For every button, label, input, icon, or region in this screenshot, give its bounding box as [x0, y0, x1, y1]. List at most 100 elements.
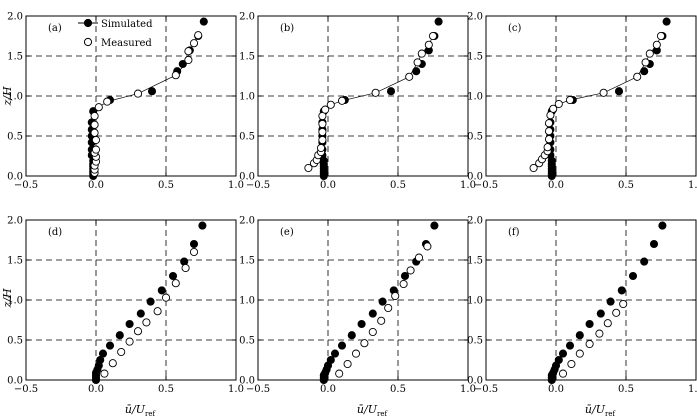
- x-tick-label: 0.0: [320, 384, 336, 395]
- measured-point: [153, 307, 162, 316]
- y-tick-label: 0.0: [239, 376, 255, 387]
- measured-point: [414, 253, 424, 262]
- measured-point: [90, 128, 99, 137]
- x-tick-label: −0.5: [474, 180, 498, 191]
- simulated-point: [378, 297, 387, 306]
- measured-point: [377, 316, 386, 325]
- simulated-point: [347, 331, 356, 340]
- simulated-point: [326, 355, 335, 365]
- simulated-point: [606, 297, 615, 306]
- measured-point: [90, 111, 99, 121]
- legend-simulated-marker: [83, 18, 93, 28]
- measured-point: [612, 308, 621, 317]
- measured-point: [652, 40, 661, 49]
- simulated-point: [558, 349, 568, 358]
- panel-label: (f): [508, 227, 520, 238]
- simulated-point: [617, 286, 626, 295]
- x-tick-label: 0.0: [320, 180, 336, 191]
- simulated-point: [125, 319, 134, 329]
- measured-point: [656, 31, 666, 41]
- y-tick-label: 1.0: [467, 296, 483, 307]
- measured-point: [316, 143, 326, 153]
- panel-e: −0.5 0.0 0.5 1.00.00.51.01.52.0(e): [239, 216, 476, 396]
- x-tick-label: 0.5: [618, 384, 634, 395]
- measured-point: [171, 71, 180, 80]
- x-axis-title-e-main: ū/U: [357, 403, 378, 416]
- measured-point: [424, 40, 433, 49]
- y-tick-label: 1.5: [467, 256, 483, 267]
- y-axis-title-bottom: z/H: [1, 288, 14, 309]
- x-tick-label: 1.0: [460, 180, 476, 191]
- measured-point: [91, 135, 101, 145]
- x-tick-label: 0.5: [390, 384, 406, 395]
- simulated-point: [386, 87, 396, 96]
- x-axis-title-f-sub: ref: [605, 410, 616, 418]
- measured-point: [544, 119, 554, 128]
- x-tick-label: 0.5: [158, 180, 174, 191]
- x-axis-title-d-main: ū/U: [125, 403, 146, 416]
- simulated-point: [199, 17, 208, 26]
- measured-point: [108, 359, 117, 368]
- measured-point: [544, 127, 554, 136]
- x-tick-label: 0.5: [158, 384, 174, 395]
- measured-point: [304, 163, 313, 173]
- x-tick-label: 1.0: [228, 180, 244, 191]
- y-tick-label: 0.5: [7, 336, 23, 347]
- y-tick-label: 0.5: [239, 132, 255, 143]
- x-tick-label: −0.5: [14, 180, 38, 191]
- simulated-point: [357, 319, 366, 329]
- measured-point: [161, 293, 171, 302]
- simulated-point: [658, 221, 667, 230]
- simulated-point: [649, 239, 659, 249]
- x-axis-title-d-sub: ref: [145, 410, 156, 418]
- measured-point: [321, 105, 330, 114]
- y-tick-label: 0.0: [239, 172, 255, 183]
- measured-point: [133, 327, 143, 336]
- y-tick-label: 2.0: [7, 216, 23, 227]
- x-tick-label: 0.0: [88, 384, 104, 395]
- measured-point: [399, 279, 408, 289]
- measured-point: [384, 303, 393, 313]
- measured-point: [645, 49, 654, 58]
- measured-point: [125, 337, 134, 346]
- y-tick-label: 0.5: [467, 132, 483, 143]
- measured-point: [619, 299, 628, 309]
- panel-f: −0.50.00.51.00.00.51.01.52.0(f): [467, 216, 697, 396]
- measured-point: [337, 96, 347, 105]
- y-tick-label: 1.0: [7, 296, 23, 307]
- simulated-point: [178, 59, 187, 69]
- measured-point: [318, 127, 327, 137]
- simulated-point: [662, 17, 671, 26]
- measured-point: [371, 88, 380, 97]
- y-tick-label: 1.0: [7, 92, 23, 103]
- y-tick-label: 0.0: [7, 376, 23, 387]
- simulated-point: [434, 17, 443, 26]
- measured-point: [117, 347, 126, 357]
- simulated-point: [147, 87, 157, 96]
- x-tick-label: 1.0: [460, 384, 476, 395]
- measured-point: [360, 339, 369, 348]
- x-tick-label: −0.5: [14, 384, 38, 395]
- measured-point: [565, 95, 575, 105]
- simulated-point: [565, 341, 575, 350]
- x-tick-label: 1.0: [688, 180, 697, 191]
- measured-point: [595, 329, 604, 338]
- simulated-point: [614, 87, 624, 96]
- simulated-point: [189, 239, 199, 249]
- panel-label: (c): [508, 23, 522, 34]
- simulated-point: [146, 297, 155, 306]
- measured-point: [335, 369, 344, 378]
- measured-point: [558, 369, 568, 378]
- x-axis-title-f-main: ū/U: [585, 403, 606, 416]
- panel-label: (d): [48, 227, 62, 238]
- legend: Simulated Measured: [78, 18, 153, 49]
- measured-point: [189, 39, 199, 48]
- x-tick-label: 1.0: [228, 384, 244, 395]
- y-tick-label: 2.0: [467, 216, 483, 227]
- panel-d: −0.5 0.0 0.5 1.00.00.51.01.52.0(d): [7, 216, 244, 396]
- x-tick-label: 0.5: [390, 180, 406, 191]
- measured-point: [575, 349, 584, 358]
- simulated-point: [337, 341, 347, 350]
- measured-point: [544, 135, 554, 144]
- measured-point: [189, 247, 199, 257]
